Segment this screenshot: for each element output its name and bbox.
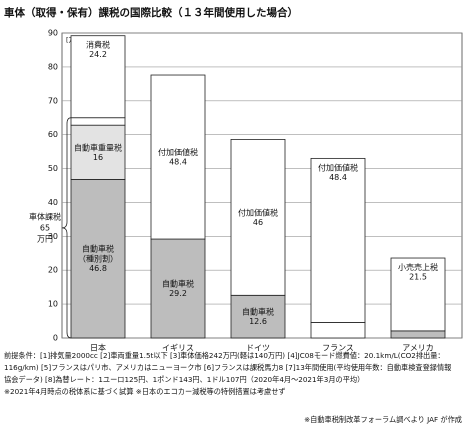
chart-title: 車体（取得・保有）課税の国際比較（１３年間使用した場合） — [4, 6, 298, 19]
segment-label: 自動車重量税 — [74, 142, 122, 152]
segment-value: 46 — [253, 218, 263, 227]
note-line: 116g/km) [5]フランスはパリ市、アメリカはニューヨーク市 [6]フラン… — [4, 363, 451, 372]
annotation-value: 65 — [40, 223, 50, 232]
segment-value: 24.2 — [89, 50, 107, 59]
x-tick-label: 日本 — [90, 343, 106, 353]
y-tick-label: 30 — [48, 232, 58, 241]
source: ※自動車税制改革フォーラム調べより JAF が作成 — [304, 415, 462, 424]
x-tick-label: ドイツ — [246, 344, 270, 353]
y-tick-label: 40 — [48, 198, 58, 207]
segment-label: 小売売上税 — [398, 262, 438, 272]
y-tick-label: 80 — [48, 62, 58, 71]
y-tick-label: 20 — [48, 266, 58, 275]
segment-label: 自動車税 — [162, 278, 194, 288]
x-tick-label: イギリス — [162, 344, 194, 353]
segment-value: 21.5 — [409, 273, 427, 282]
bar-segment — [70, 178, 126, 339]
segment-value: 29.2 — [169, 289, 187, 298]
annotation-label: 車体課税 — [29, 211, 61, 221]
y-tick-label: 0 — [53, 334, 58, 343]
segment-label: 付加価値税 — [158, 147, 198, 157]
bar-segment — [70, 35, 126, 119]
y-tick-label: 70 — [48, 96, 58, 105]
segment-label: 付加価値税 — [238, 207, 278, 217]
segment-value: 16 — [93, 153, 103, 162]
y-tick-label: 60 — [48, 130, 58, 139]
segment-label: 消費税 — [86, 39, 110, 49]
segment-value: 46.8 — [89, 264, 107, 273]
y-tick-label: 50 — [48, 164, 58, 173]
bar-segment — [310, 322, 366, 339]
bar-segment — [70, 117, 126, 126]
segment-label: 自動車税（種別割） — [78, 243, 118, 263]
bar-segment — [310, 157, 366, 323]
note-line: 協会データ) [8]為替レート：1ユーロ125円、1ポンド143円、1ドル107… — [4, 375, 364, 384]
bar-segment — [230, 139, 286, 296]
y-tick-label: 10 — [48, 300, 58, 309]
segment-value: 48.4 — [169, 158, 187, 167]
segment-value: 48.4 — [329, 173, 347, 182]
x-tick-label: フランス — [322, 344, 354, 353]
annotation-unit: 万円 — [37, 234, 53, 243]
segment-label: 付加価値税 — [318, 162, 358, 172]
y-tick-label: 90 — [48, 29, 58, 38]
brace — [61, 117, 72, 339]
segment-label: 自動車税 — [242, 306, 274, 316]
bar-segment — [150, 74, 206, 240]
note-line: ※2021年4月時点の税体系に基づく試算 ※日本のエコカー減税等の特例措置は考慮… — [4, 387, 286, 396]
x-tick-label: アメリカ — [402, 344, 434, 353]
segment-value: 12.6 — [249, 317, 267, 326]
bar-segment — [390, 257, 446, 332]
bar-segment — [230, 294, 286, 339]
note-line: 前提条件：[1]排気量2000cc [2]車両重量1.5t以下 [3]車体価格2… — [4, 351, 445, 360]
bar-segment — [70, 124, 126, 180]
bar-segment — [390, 330, 446, 339]
